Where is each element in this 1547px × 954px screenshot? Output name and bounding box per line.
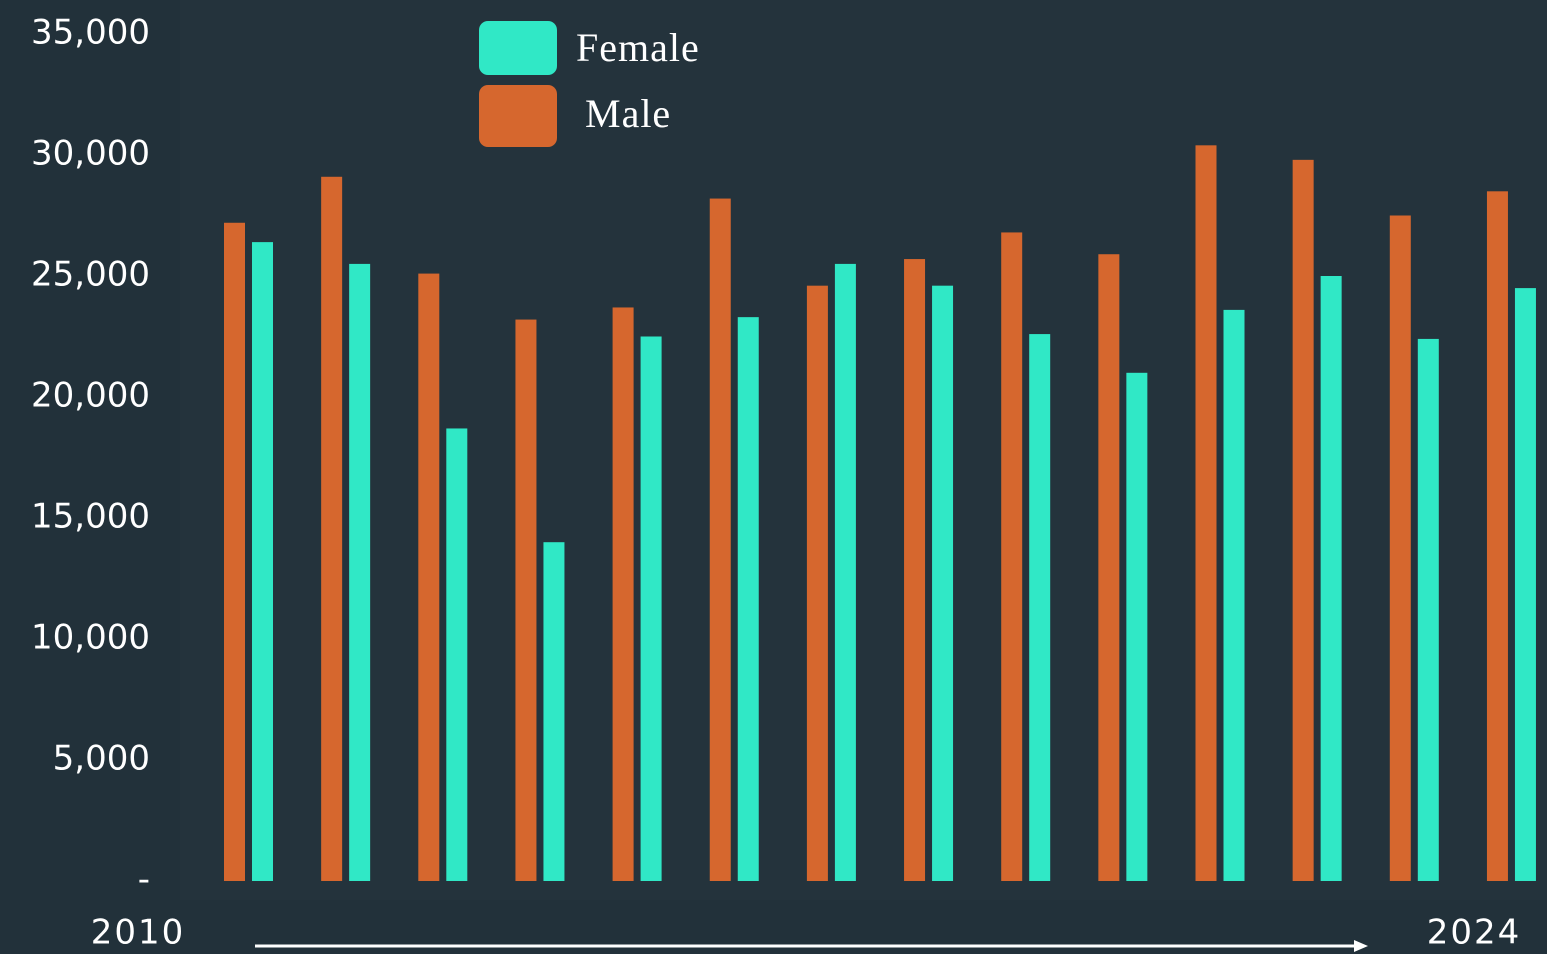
legend-swatch [479,85,557,147]
bar [1389,215,1411,881]
y-tick-label: 30,000 [31,134,150,174]
bar [1098,254,1120,882]
legend-label: Male [585,91,671,136]
bar [1029,334,1051,882]
bar [252,242,273,881]
bar [612,307,634,882]
bar [1320,276,1342,881]
bar [640,336,662,881]
bar [737,317,759,881]
bar [1195,145,1217,881]
bar [543,542,565,881]
bar [1514,288,1536,882]
bar [806,285,828,881]
bar [446,428,468,881]
y-tick-label: - [138,860,150,900]
bar [932,285,954,881]
plot-area [180,0,1547,900]
y-tick-label: 25,000 [31,255,150,295]
bar [1417,338,1439,881]
x-start-label: 2010 [91,913,186,953]
bar [349,263,371,881]
bar [709,198,731,881]
y-tick-label: 10,000 [31,618,150,658]
bar [1292,159,1314,882]
bar [1001,232,1023,881]
y-tick-label: 5,000 [53,739,150,779]
y-tick-label: 35,000 [31,13,150,53]
arrow-head [1354,940,1368,952]
legend-label: Female [576,25,700,70]
x-end-label: 2024 [1427,913,1522,953]
bar [904,259,926,881]
bar [1223,309,1245,881]
bar [1126,372,1148,881]
y-tick-label: 20,000 [31,376,150,416]
bar [1486,191,1508,882]
bar [418,273,440,882]
bar [515,319,537,881]
bar [834,263,856,881]
bar [224,222,245,881]
bar [321,176,343,881]
y-tick-label: 15,000 [31,497,150,537]
legend-swatch [479,21,557,75]
